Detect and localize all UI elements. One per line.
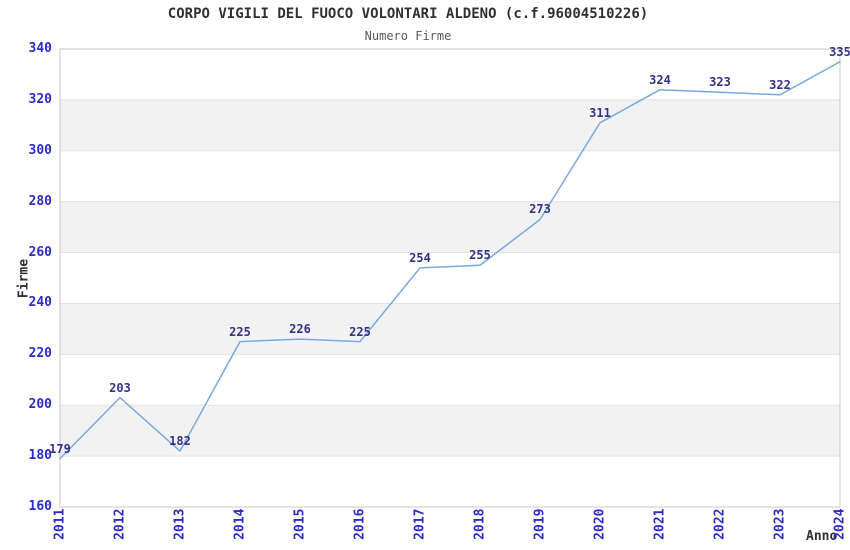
line-series [59,60,841,460]
grid-band [60,303,840,355]
y-axis-title: Firme [16,258,32,299]
chart-title: CORPO VIGILI DEL FUOCO VOLONTARI ALDENO … [167,6,649,22]
chart-subtitle: Numero Firme [364,29,452,43]
grid-band [60,405,840,457]
x-axis-title: Anno [806,529,838,544]
plot-border [59,48,841,508]
grid-band [60,99,840,151]
grid-band [60,201,840,253]
